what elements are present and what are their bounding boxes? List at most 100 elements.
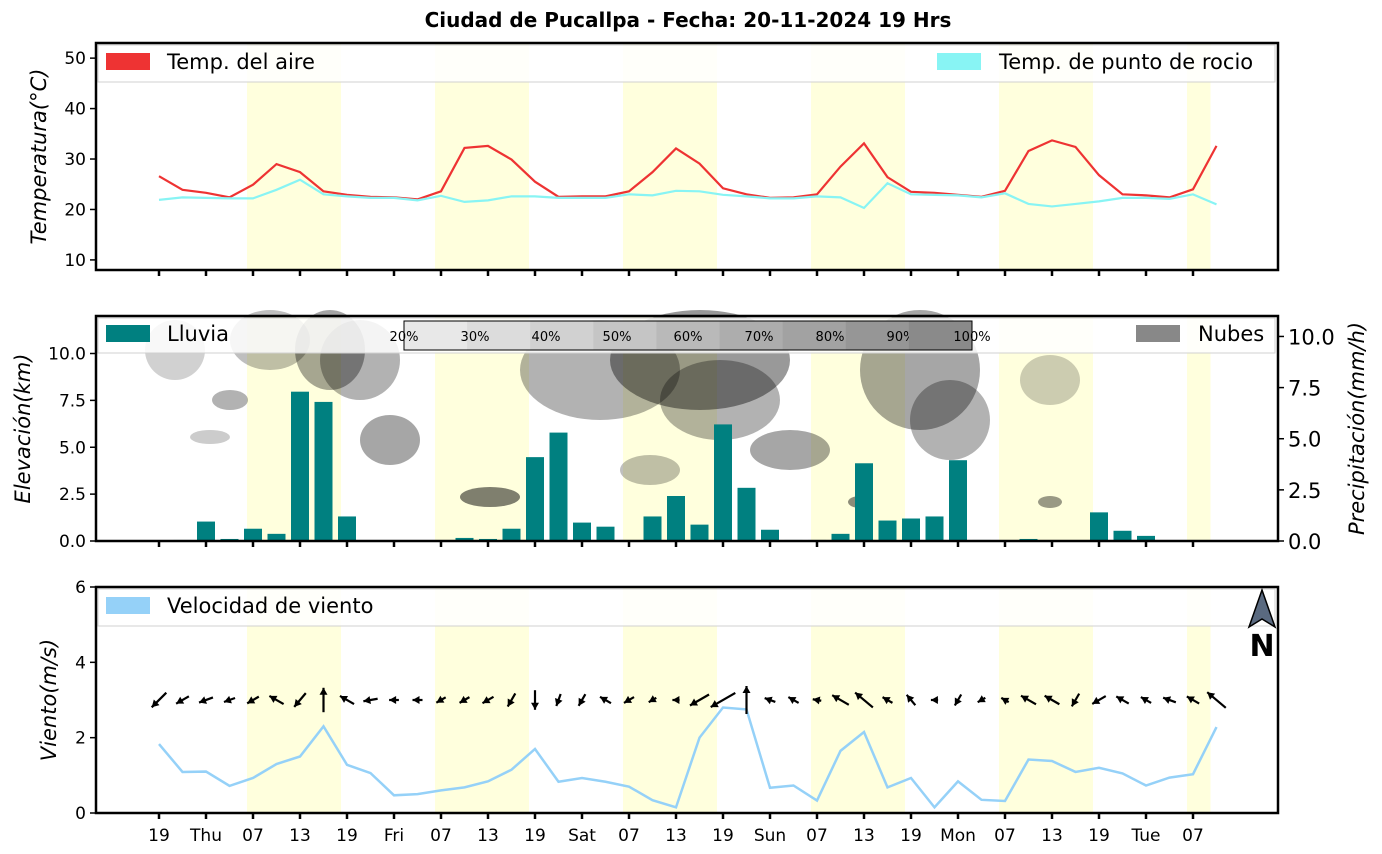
x-tick-label: 19: [336, 826, 358, 846]
x-tick-label: Mon: [940, 826, 976, 846]
rain-bar: [455, 537, 474, 541]
y-tick-label: 20: [64, 200, 86, 220]
wind-arrow-head: [832, 695, 841, 703]
wind-arrow: [1186, 695, 1200, 705]
legend-rain: Lluvia: [167, 322, 229, 346]
wind-arrow: [787, 696, 800, 705]
rain-bar: [573, 522, 591, 541]
rain-bar: [925, 516, 944, 541]
wind-arrow: [363, 696, 378, 704]
wind-arrow: [268, 694, 285, 706]
colorbar-label: 50%: [603, 330, 632, 345]
y-axis-label: Viento(m/s): [37, 639, 61, 761]
legend-swatch-dewpoint: [937, 53, 981, 70]
x-axis: 19 Thu 07 13 19 Fri 07 13 19 Sat 07 13 19 Sun 07 13 19 Mo…: [148, 826, 1204, 846]
rain-bar: [949, 460, 967, 541]
legend-box: [97, 44, 1276, 83]
colorbar-segment: [467, 321, 531, 350]
wind-arrow: [977, 695, 986, 704]
rain-bar: [714, 424, 732, 541]
north-arrow-icon: [1247, 587, 1277, 629]
wind-arrow-head: [930, 696, 938, 704]
y2-tick-label: 5.0: [1288, 428, 1321, 452]
wind-arrow: [905, 694, 917, 706]
y-tick-label: 10.0: [48, 345, 86, 365]
x-tick-label: 19: [524, 826, 546, 846]
y2-axis-label: Precipitación(mm/h): [1345, 322, 1369, 535]
wind-arrow-head: [269, 695, 278, 703]
colorbar-segment: [845, 321, 910, 350]
wind-arrow-head: [710, 700, 719, 708]
x-tick-label: 19: [712, 826, 734, 846]
x-tick-label: 07: [994, 826, 1016, 846]
rain-bar: [244, 528, 262, 541]
wind-arrow: [1206, 691, 1227, 709]
colorbar-segment: [908, 321, 973, 350]
daylight-band: [1187, 43, 1211, 270]
wind-arrow: [854, 691, 874, 709]
wind-arrow-head: [600, 696, 609, 704]
wind-arrow-head: [247, 696, 256, 704]
panel-frame: [94, 41, 1280, 272]
y-tick-label: 5.0: [59, 438, 86, 458]
rain-bar: [526, 457, 544, 541]
wind-arrow-head: [459, 695, 468, 703]
wind-arrow: [531, 690, 539, 710]
wind-arrow: [339, 694, 355, 706]
wind-arrow: [1140, 696, 1152, 705]
wind-arrow: [599, 695, 612, 705]
y-axis-label: Temperatura(°C): [27, 69, 51, 245]
wind-arrow: [710, 691, 736, 709]
north-label: N: [1249, 629, 1274, 664]
wind-arrow: [831, 694, 850, 706]
temperature-panel: 10 20 30 40 50 Temperatura(°C) Temp. del aire T…: [27, 41, 1280, 276]
wind-arrow: [506, 692, 517, 708]
wind-arrow: [412, 696, 423, 704]
wind-arrow: [175, 695, 190, 705]
wind-arrow: [554, 693, 563, 707]
wind-arrow-head: [389, 696, 397, 704]
colorbar-label: 30%: [461, 330, 490, 345]
rain-bar: [737, 487, 756, 541]
x-tick-label: Sun: [754, 826, 786, 846]
wind-speed-line: [158, 706, 1218, 810]
wind-arrow-head: [482, 696, 491, 704]
y2-tick-label: 2.5: [1288, 479, 1321, 503]
wind-arrow-head: [176, 696, 185, 704]
y-axis-label: Elevación(km): [11, 354, 35, 504]
rain-bar: [690, 524, 709, 541]
colorbar-segment: [782, 321, 847, 350]
wind-arrow-head: [531, 702, 539, 710]
rain-bar: [291, 391, 309, 541]
x-tick-label: Tue: [1130, 826, 1160, 846]
wind-arrow: [742, 686, 751, 714]
wind-arrow: [481, 695, 495, 705]
wind-arrow: [389, 696, 399, 704]
colorbar-label: 60%: [674, 330, 703, 345]
y2-tick-label: 0.0: [1288, 530, 1321, 554]
dewpoint-line: [158, 178, 1217, 210]
legend-swatch-clouds: [1136, 325, 1180, 342]
y-tick-label: 40: [64, 100, 86, 120]
y2-tick-label: 10.0: [1288, 325, 1335, 349]
wind-arrow: [246, 695, 260, 705]
rain-bar: [878, 520, 897, 541]
wind-arrow-head: [151, 699, 160, 708]
rain-bar: [596, 526, 615, 541]
x-tick-label: 19: [1088, 826, 1110, 846]
wind-arrow-head: [1163, 696, 1172, 704]
x-tick-label: 13: [477, 826, 499, 846]
legend-clouds: Nubes: [1198, 322, 1264, 346]
wind-arrow-head: [882, 697, 891, 705]
legend-box: [97, 588, 1276, 627]
precipitation-clouds-panel: 0.0 2.5 5.0 7.5 10.0 0.0 2.5 5.0 7.5 10.0 Elevació…: [11, 310, 1369, 554]
wind-arrow: [198, 696, 214, 704]
x-tick-label: 13: [853, 826, 875, 846]
wind-arrow-head: [578, 697, 586, 706]
wind-arrow-head: [764, 696, 773, 705]
wind-arrow-head: [648, 695, 657, 703]
wind-arrow: [150, 691, 168, 709]
rain-bar: [1113, 530, 1132, 541]
wind-arrow-head: [507, 698, 515, 707]
wind-arrow-head: [788, 697, 797, 705]
